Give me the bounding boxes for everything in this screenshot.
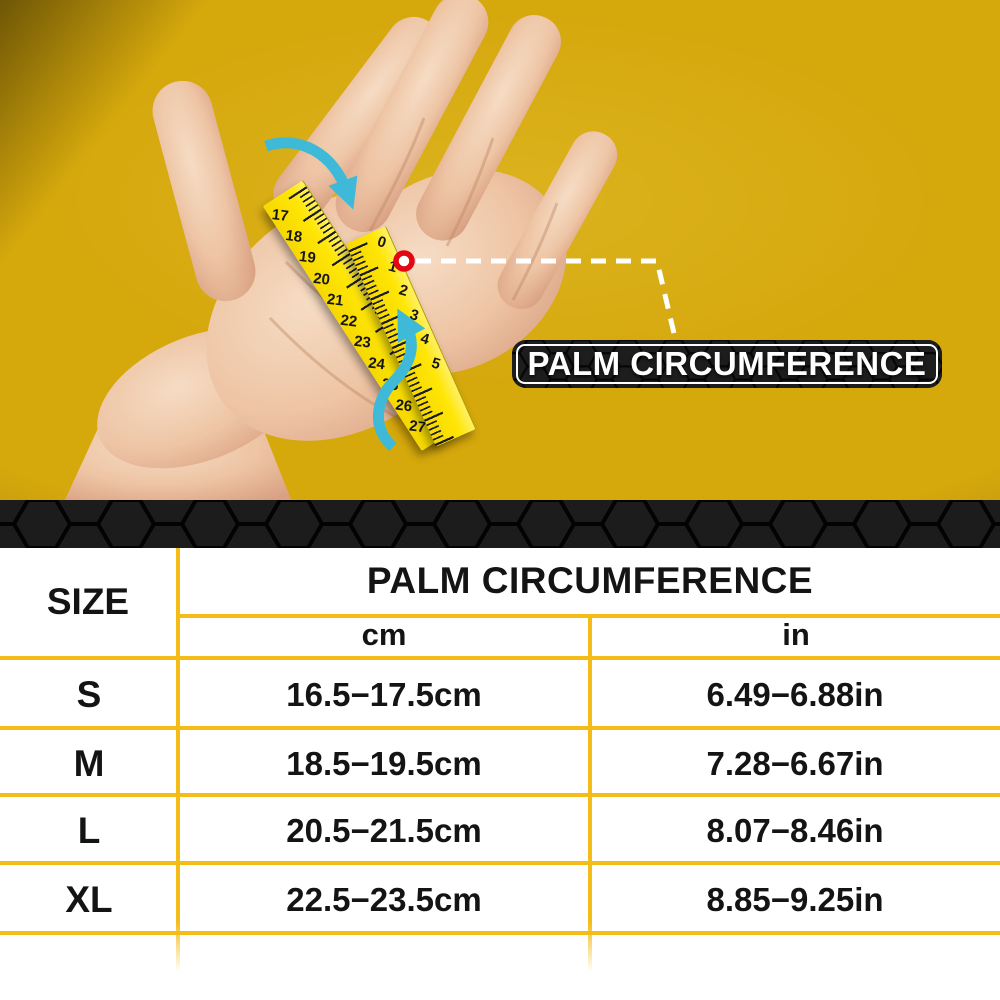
table-row: S 16.5−17.5cm 6.49−6.88in [0,660,1000,730]
grid-line-vertical [176,548,180,972]
callout-inner-border [516,344,938,384]
size-column-header: SIZE [46,581,130,622]
grid-line [0,726,1000,730]
cm-range-cell: 18.5−19.5cm [286,744,482,782]
callout-hex-background [512,340,942,388]
size-chart-table: SIZE PALM CIRCUMFERENCE cm in S 16.5−17.… [0,548,1000,1000]
in-range-cell: 8.85−9.25in [706,881,884,918]
palm-circumference-callout: PALM CIRCUMFERENCE [512,340,942,388]
wrap-arrow-bottom [373,308,426,452]
in-range-cell: 7.28−6.67in [706,744,884,782]
grid-line [0,793,1000,797]
ring-finger [416,15,562,241]
grid-line [0,861,1000,865]
size-cell: S [76,674,102,715]
cm-range-cell: 22.5−23.5cm [286,881,482,918]
table-row: XL 22.5−23.5cm 8.85−9.25in [0,865,1000,935]
table-row: M 18.5−19.5cm 7.28−6.67in [0,730,1000,797]
callout-dashed-line [416,258,680,347]
index-finger [273,16,441,222]
grid-line [0,931,1000,935]
middle-finger [335,0,489,232]
size-cell: L [77,810,101,851]
thumb [152,80,256,302]
size-cell: M [73,742,105,784]
hexagon-pattern [0,500,1000,548]
in-range-cell: 8.07−8.46in [706,812,884,849]
callout-label: PALM CIRCUMFERENCE [527,345,927,382]
size-cell: XL [65,879,113,920]
cm-range-cell: 20.5−21.5cm [286,812,482,849]
grid-line-vertical [588,614,592,972]
wrap-arrow-top [264,137,358,210]
grid-line [0,656,1000,660]
pinky-finger [497,131,618,310]
table-row: L 20.5−21.5cm 8.07−8.46in [0,797,1000,865]
hexagon-divider-band [0,500,1000,548]
cm-column-header: cm [361,617,407,652]
palm-circumference-column-header: PALM CIRCUMFERENCE [366,560,814,601]
cm-range-cell: 16.5−17.5cm [286,676,482,713]
size-rows: S 16.5−17.5cm 6.49−6.88in M 18.5−19.5cm … [0,660,1000,935]
measure-point-marker [393,250,415,272]
in-column-header: in [782,617,810,652]
in-range-cell: 6.49−6.88in [706,676,884,713]
annotation-overlay [264,137,680,452]
